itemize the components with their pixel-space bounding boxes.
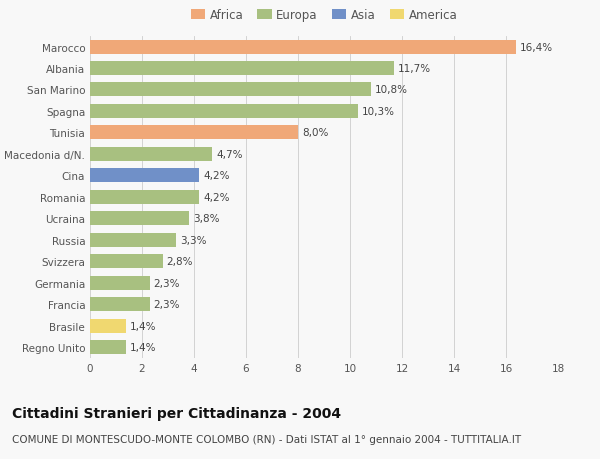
Bar [90, 105, 358, 118]
Text: 4,2%: 4,2% [203, 192, 230, 202]
Text: 4,7%: 4,7% [216, 150, 242, 160]
Text: 2,3%: 2,3% [154, 278, 180, 288]
Text: 4,2%: 4,2% [203, 171, 230, 181]
Text: 3,3%: 3,3% [180, 235, 206, 245]
Bar [90, 319, 127, 333]
Text: 8,0%: 8,0% [302, 128, 328, 138]
Text: 10,8%: 10,8% [375, 85, 408, 95]
Text: 16,4%: 16,4% [520, 42, 553, 52]
Text: 3,8%: 3,8% [193, 214, 219, 224]
Bar [90, 126, 298, 140]
Bar [90, 233, 176, 247]
Text: 10,3%: 10,3% [362, 106, 395, 117]
Legend: Africa, Europa, Asia, America: Africa, Europa, Asia, America [188, 7, 460, 24]
Bar [90, 340, 127, 354]
Text: 2,8%: 2,8% [167, 257, 193, 267]
Bar [90, 40, 517, 54]
Text: 11,7%: 11,7% [398, 64, 431, 74]
Bar [90, 297, 150, 311]
Bar [90, 169, 199, 183]
Bar [90, 212, 189, 226]
Text: Cittadini Stranieri per Cittadinanza - 2004: Cittadini Stranieri per Cittadinanza - 2… [12, 406, 341, 420]
Text: 2,3%: 2,3% [154, 299, 180, 309]
Bar [90, 276, 150, 290]
Text: 1,4%: 1,4% [130, 342, 157, 353]
Bar [90, 255, 163, 269]
Text: COMUNE DI MONTESCUDO-MONTE COLOMBO (RN) - Dati ISTAT al 1° gennaio 2004 - TUTTIT: COMUNE DI MONTESCUDO-MONTE COLOMBO (RN) … [12, 434, 521, 444]
Text: 1,4%: 1,4% [130, 321, 157, 331]
Bar [90, 147, 212, 162]
Bar [90, 62, 394, 76]
Bar [90, 190, 199, 204]
Bar [90, 84, 371, 97]
